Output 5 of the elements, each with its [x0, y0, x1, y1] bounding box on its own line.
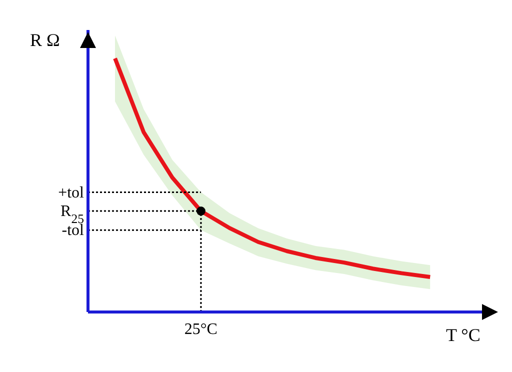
text: 25°C	[184, 321, 218, 338]
y-axis-title: R Ω	[30, 30, 60, 51]
ref-line-label: +tol	[58, 184, 85, 202]
x-axis-title: T °C	[446, 325, 480, 346]
ref-line-label: -tol	[62, 222, 85, 240]
